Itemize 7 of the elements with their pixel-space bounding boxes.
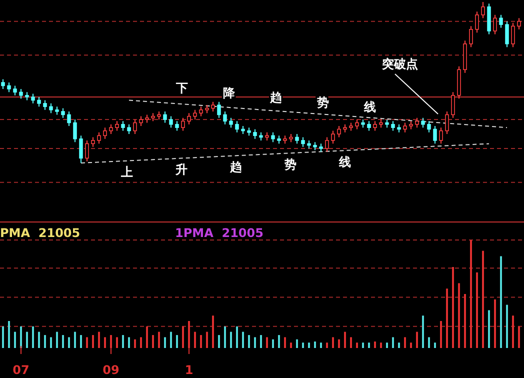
text: 上升趋势线 xyxy=(121,155,351,179)
x-tick-label: 1 xyxy=(184,363,194,377)
annotation: 突破点 xyxy=(381,57,418,71)
x-tick-label: 07 xyxy=(12,363,30,377)
annotation: 1PMA 21005 xyxy=(175,226,264,240)
annotation: PMA 21005 xyxy=(0,226,80,240)
x-tick-label: 09 xyxy=(102,363,120,377)
